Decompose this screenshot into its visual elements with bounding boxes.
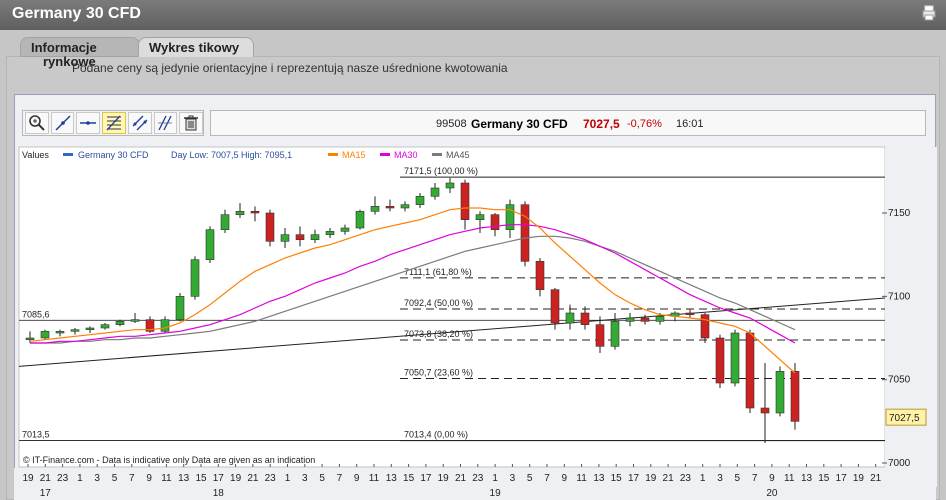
horizontal-line-icon	[80, 121, 97, 125]
price-notice: Podane ceny są jedynie orientacyjne i re…	[72, 61, 508, 75]
tab-tick-chart[interactable]: Wykres tikowy	[138, 37, 254, 57]
parallel-lines-tool[interactable]	[153, 112, 178, 134]
window-title: Germany 30 CFD	[12, 5, 141, 22]
instrument-code: 99508	[436, 118, 467, 130]
draw-line-tool[interactable]	[50, 112, 75, 134]
trash-icon	[184, 115, 199, 131]
tab-market-info[interactable]: Informacje	[20, 37, 140, 57]
fibonacci-tool[interactable]	[102, 112, 126, 134]
chart-frame	[14, 94, 936, 500]
trend-channel-icon	[132, 115, 148, 131]
zoom-tool[interactable]	[25, 112, 49, 134]
tab-label: Wykres tikowy	[149, 40, 240, 55]
quote-bar: 99508 Germany 30 CFD 7027,5 -0,76% 16:01	[210, 110, 926, 136]
trend-channel-tool[interactable]	[127, 112, 152, 134]
last-price: 7027,5	[583, 117, 620, 131]
tab-label: Informacje	[31, 40, 97, 55]
draw-line-icon	[55, 115, 71, 131]
tab-label-wrap: rynkowe	[43, 54, 96, 69]
delete-tool[interactable]	[179, 112, 204, 134]
zoom-icon	[29, 115, 45, 131]
price-change: -0,76%	[627, 118, 662, 130]
horizontal-line-tool[interactable]	[76, 112, 101, 134]
print-icon[interactable]	[922, 5, 936, 21]
quote-time: 16:01	[676, 118, 704, 130]
fibonacci-icon	[106, 115, 122, 131]
parallel-lines-icon	[158, 115, 173, 131]
title-bar: Germany 30 CFD	[0, 0, 946, 30]
chart-toolbar	[22, 110, 204, 136]
instrument-name: Germany 30 CFD	[471, 117, 568, 131]
